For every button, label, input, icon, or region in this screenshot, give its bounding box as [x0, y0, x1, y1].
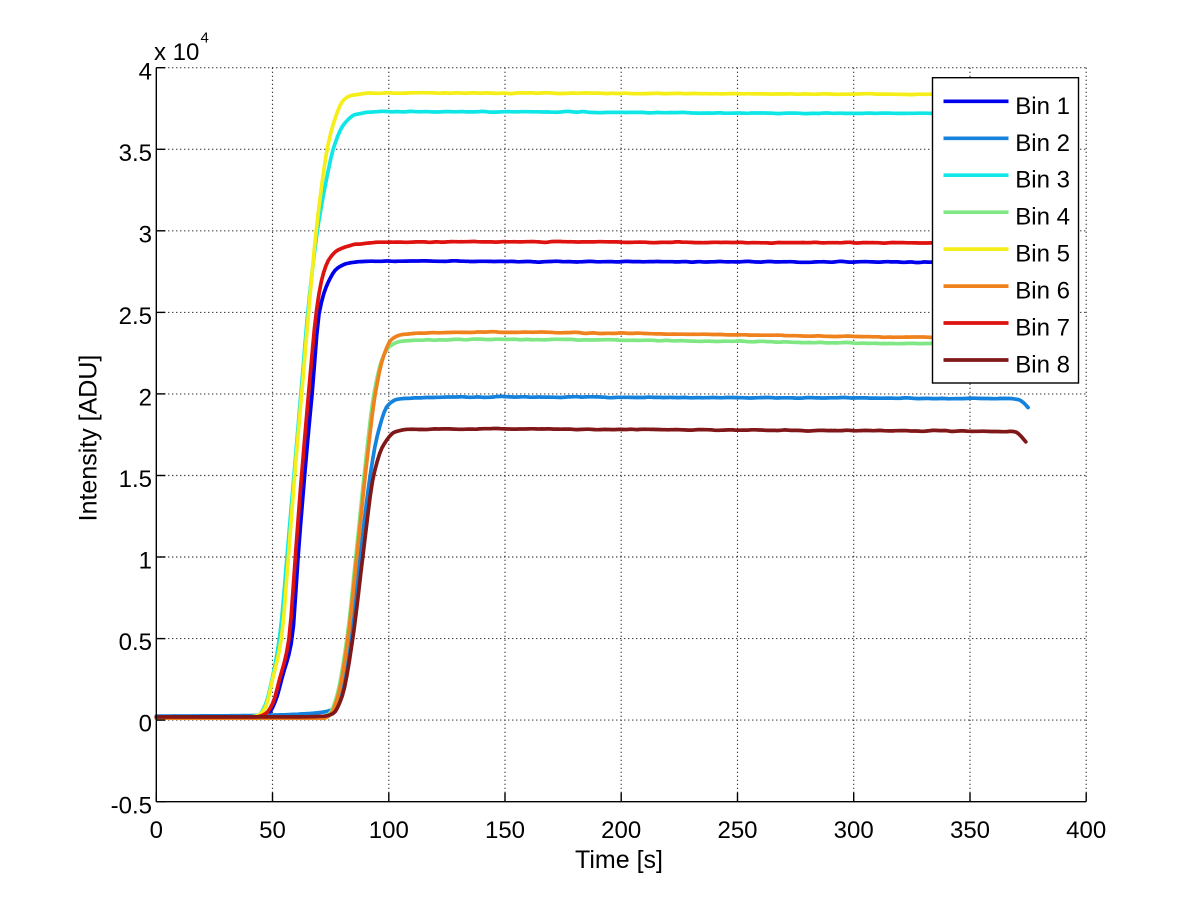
svg-text:400: 400 — [1066, 817, 1106, 844]
svg-text:Bin 4: Bin 4 — [1015, 204, 1070, 231]
svg-text:2: 2 — [139, 385, 152, 412]
svg-text:1.5: 1.5 — [119, 466, 152, 493]
svg-text:4: 4 — [201, 30, 209, 47]
svg-text:Bin 6: Bin 6 — [1015, 278, 1070, 305]
svg-text:Bin 2: Bin 2 — [1015, 130, 1070, 157]
svg-text:Bin 8: Bin 8 — [1015, 352, 1070, 379]
svg-text:Intensity [ADU]: Intensity [ADU] — [75, 355, 103, 522]
svg-text:Bin 7: Bin 7 — [1015, 315, 1070, 342]
svg-text:200: 200 — [601, 817, 641, 844]
svg-text:x 10: x 10 — [154, 39, 199, 66]
svg-text:Bin 3: Bin 3 — [1015, 167, 1070, 194]
svg-text:100: 100 — [369, 817, 409, 844]
svg-text:350: 350 — [950, 817, 990, 844]
svg-text:150: 150 — [485, 817, 525, 844]
svg-text:0.5: 0.5 — [119, 629, 152, 656]
svg-text:Time [s]: Time [s] — [575, 846, 663, 874]
svg-text:0: 0 — [139, 711, 152, 738]
svg-text:3: 3 — [139, 221, 152, 248]
svg-text:50: 50 — [259, 817, 286, 844]
svg-text:250: 250 — [717, 817, 757, 844]
svg-text:1: 1 — [139, 548, 152, 575]
svg-text:-0.5: -0.5 — [111, 792, 152, 819]
svg-text:3.5: 3.5 — [119, 140, 152, 167]
svg-text:Bin 5: Bin 5 — [1015, 241, 1070, 268]
svg-text:4: 4 — [139, 58, 152, 85]
svg-text:2.5: 2.5 — [119, 303, 152, 330]
svg-text:Bin 1: Bin 1 — [1015, 93, 1070, 120]
svg-text:0: 0 — [150, 817, 163, 844]
svg-text:300: 300 — [834, 817, 874, 844]
